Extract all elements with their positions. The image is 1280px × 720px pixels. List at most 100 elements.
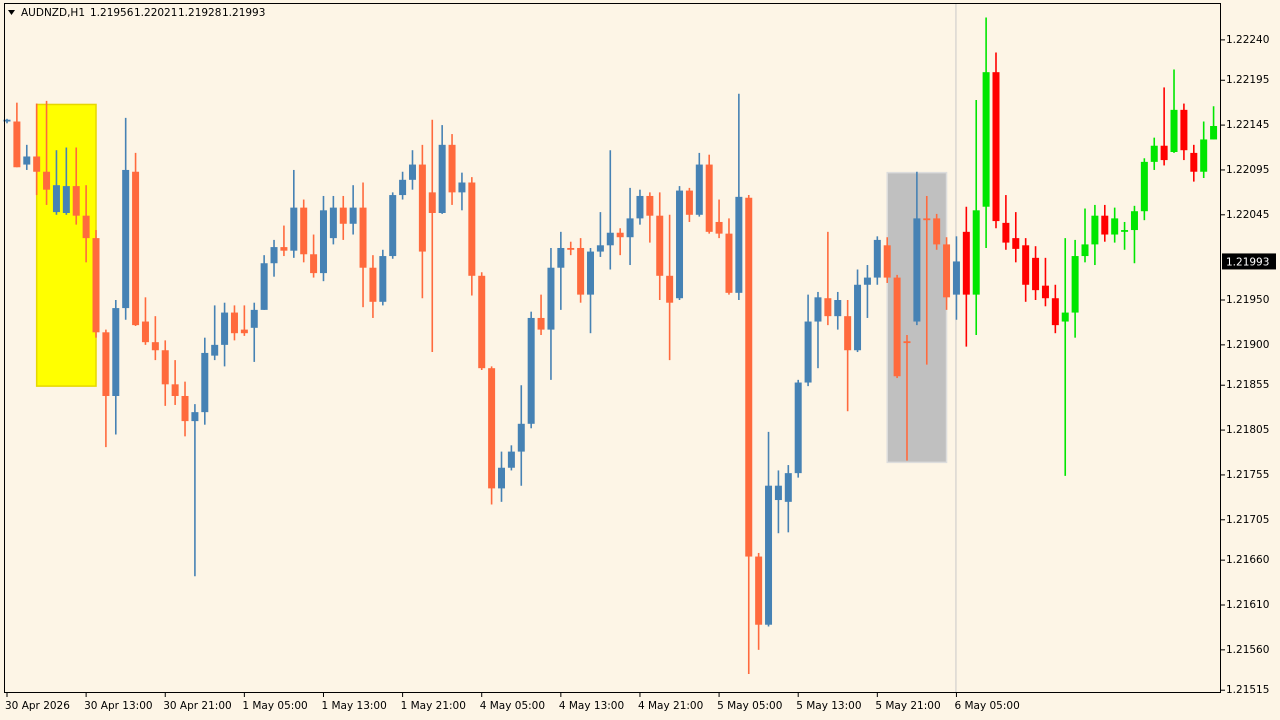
y-tick-label: 1.21610: [1226, 599, 1269, 611]
candle-body: [587, 251, 595, 295]
y-tick-label: 1.21660: [1226, 554, 1269, 566]
candle-body: [211, 344, 219, 356]
candle-body: [1091, 215, 1099, 245]
candle-body: [300, 207, 308, 255]
candle-body: [230, 312, 238, 334]
x-tick-label: 5 May 13:00: [796, 700, 861, 712]
x-tick-label: 1 May 21:00: [401, 700, 466, 712]
candle-body: [844, 316, 852, 351]
candle-body: [873, 239, 881, 278]
candle-body: [221, 312, 229, 345]
header-low: 1.21928: [178, 7, 221, 19]
candle-body: [1081, 244, 1089, 257]
candle-body: [418, 164, 426, 252]
y-tick-label: 1.21950: [1226, 294, 1269, 306]
candle-body: [1180, 109, 1188, 151]
candle-body: [725, 233, 733, 293]
candle-body: [448, 144, 456, 193]
candle-body: [735, 196, 743, 293]
candle-body: [112, 308, 120, 396]
candle-body: [408, 164, 416, 180]
candle-body: [656, 215, 664, 276]
header-high: 1.22021: [134, 7, 177, 19]
candle-body: [982, 72, 990, 207]
candle-body: [52, 185, 60, 213]
candle-body: [834, 300, 842, 317]
candle-body: [250, 309, 258, 328]
y-tick-label: 1.22195: [1226, 74, 1269, 86]
candle-body: [577, 247, 585, 295]
candle-body: [913, 218, 921, 322]
candle-body: [794, 382, 802, 474]
candle-body: [1160, 145, 1168, 161]
candle-body: [596, 245, 604, 252]
candle-body: [171, 384, 179, 396]
candle-body: [1140, 161, 1148, 212]
candle-body: [369, 267, 377, 302]
candle-body: [33, 156, 41, 172]
x-tick-label: 5 May 05:00: [717, 700, 782, 712]
candle-body: [715, 221, 723, 234]
candle-body: [161, 350, 169, 385]
candle-body: [349, 207, 357, 224]
candle-body: [557, 247, 565, 268]
candle-body: [943, 244, 951, 298]
candle-body: [507, 451, 515, 468]
candle-body: [132, 171, 140, 326]
candle-body: [438, 144, 446, 214]
candle-body: [181, 395, 189, 422]
candle-body: [280, 247, 288, 251]
candle-body: [359, 207, 367, 268]
candle-body: [399, 179, 407, 196]
candle-body: [1012, 238, 1020, 249]
x-tick-label: 4 May 13:00: [559, 700, 624, 712]
candle-body: [814, 297, 822, 322]
x-tick-label: 1 May 05:00: [242, 700, 307, 712]
x-tick-label: 30 Apr 2026: [5, 700, 70, 712]
candle-body: [705, 164, 713, 232]
current-price-box: [1222, 253, 1276, 270]
candle-body: [468, 182, 476, 276]
candle-body: [893, 277, 901, 377]
candle-body: [784, 473, 792, 502]
candle-body: [972, 210, 980, 295]
candle-body: [854, 284, 862, 351]
candle-body: [962, 231, 970, 295]
candle-body: [498, 467, 505, 489]
candle-body: [201, 352, 209, 413]
candle-body: [1051, 298, 1059, 326]
menu-triangle[interactable]: [8, 10, 15, 15]
candle-body: [62, 186, 70, 214]
candle-body: [1071, 256, 1079, 313]
candle-body: [933, 218, 941, 245]
candle-body: [319, 210, 327, 274]
y-tick-label: 1.21900: [1226, 339, 1269, 351]
candle-body: [1121, 230, 1129, 232]
candle-body: [72, 186, 80, 216]
candle-body: [1170, 109, 1178, 153]
axis-layer: 1.22240 1.22195 1.22145 1.22095 1.22045 1.219…: [5, 34, 1276, 712]
candle-body: [240, 329, 248, 334]
y-tick-label: 1.21705: [1226, 514, 1269, 526]
y-tick-label: 1.22095: [1226, 164, 1269, 176]
candle-body: [151, 342, 159, 351]
candle-body: [478, 275, 486, 369]
current-price-label: 1.21993: [1226, 256, 1269, 268]
candle-body: [676, 190, 684, 299]
x-tick-label: 5 May 21:00: [875, 700, 940, 712]
candle-body: [122, 169, 130, 309]
candle-body: [13, 121, 21, 168]
candle-body: [527, 317, 535, 424]
symbol: AUDNZD,H1: [21, 7, 85, 19]
candle-body: [82, 215, 90, 239]
candle-body: [863, 277, 871, 285]
header-close: 1.21993: [222, 7, 265, 19]
candle-body: [1200, 139, 1208, 172]
candle-body: [458, 182, 466, 193]
candle-body: [765, 485, 773, 625]
candle-body: [389, 195, 397, 257]
candle-body: [547, 267, 555, 330]
candle-body: [339, 207, 347, 224]
